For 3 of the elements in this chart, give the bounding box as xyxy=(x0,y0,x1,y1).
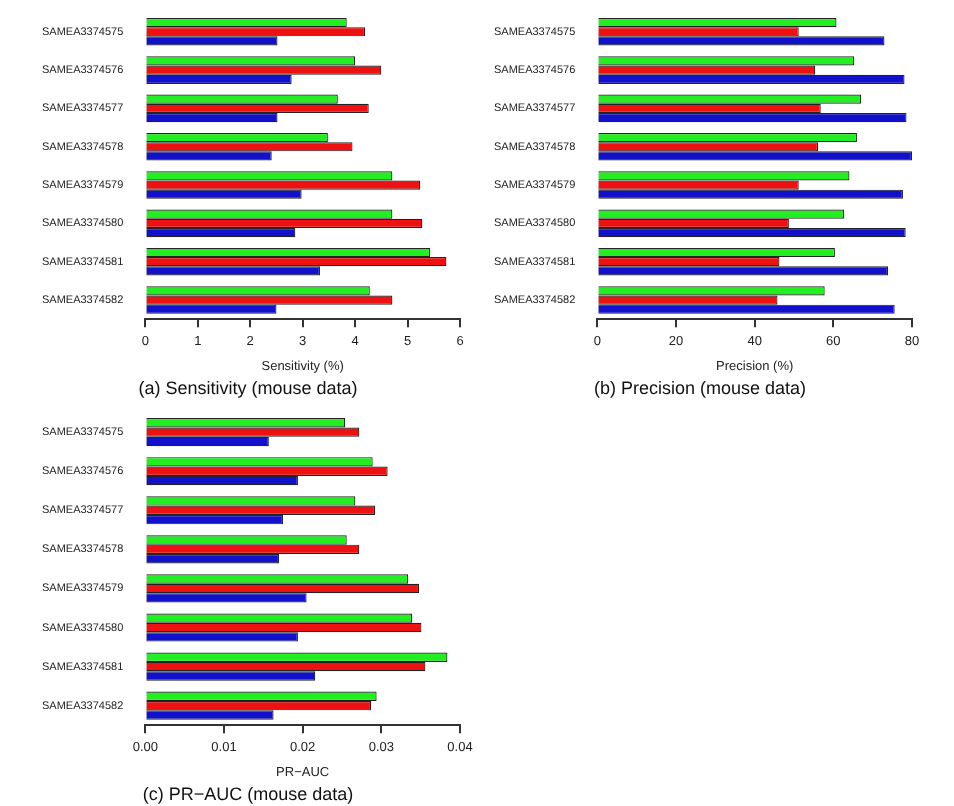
text: (c) PR−AUC (mouse data) xyxy=(142,784,354,805)
text: (a) Sensitivity (mouse data) xyxy=(138,378,358,399)
text: (b) Precision (mouse data) xyxy=(593,378,807,399)
